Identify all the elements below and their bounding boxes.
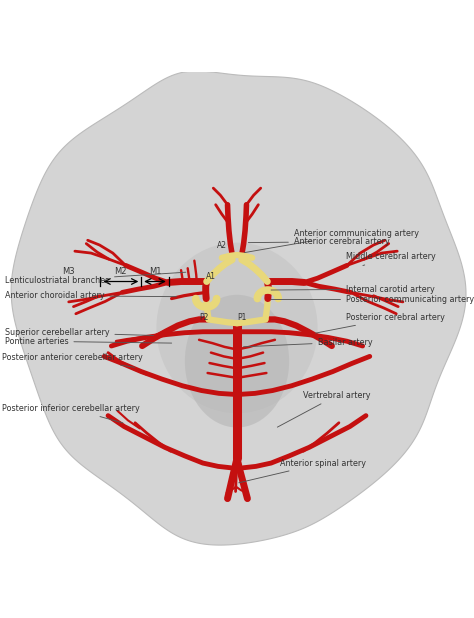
Text: A1: A1 <box>206 271 216 281</box>
Ellipse shape <box>185 295 289 428</box>
Text: Anterior choroidal artery: Anterior choroidal artery <box>5 291 176 300</box>
Text: Anterior cerebral artery: Anterior cerebral artery <box>248 237 390 246</box>
Text: Anterior communicating artery: Anterior communicating artery <box>245 229 419 253</box>
Text: Anterior spinal artery: Anterior spinal artery <box>239 459 365 483</box>
Text: Posterior cerebral artery: Posterior cerebral artery <box>316 313 445 333</box>
Text: Pontine arteries: Pontine arteries <box>5 337 172 345</box>
Polygon shape <box>11 71 466 545</box>
Text: M1: M1 <box>149 267 161 276</box>
Text: Basilar artery: Basilar artery <box>244 337 372 347</box>
Text: Posterior communicating artery: Posterior communicating artery <box>271 295 474 304</box>
Text: A2: A2 <box>217 241 227 250</box>
Ellipse shape <box>156 243 318 413</box>
Text: Lenticulostriatal branches: Lenticulostriatal branches <box>5 272 186 285</box>
Text: M3: M3 <box>63 267 75 276</box>
Text: Vertrebral artery: Vertrebral artery <box>277 391 371 427</box>
Text: Posterior inferior cerebellar artery: Posterior inferior cerebellar artery <box>2 404 140 423</box>
Text: P1: P1 <box>237 313 246 322</box>
Text: Internal carotid artery: Internal carotid artery <box>271 285 435 294</box>
Text: Superior cerebellar artery: Superior cerebellar artery <box>5 328 154 337</box>
Text: Middle cerebral artery: Middle cerebral artery <box>346 252 436 266</box>
Text: P2: P2 <box>199 313 209 322</box>
Text: Posterior anterior cerebellar artery: Posterior anterior cerebellar artery <box>2 353 143 367</box>
Text: M2: M2 <box>115 267 127 276</box>
